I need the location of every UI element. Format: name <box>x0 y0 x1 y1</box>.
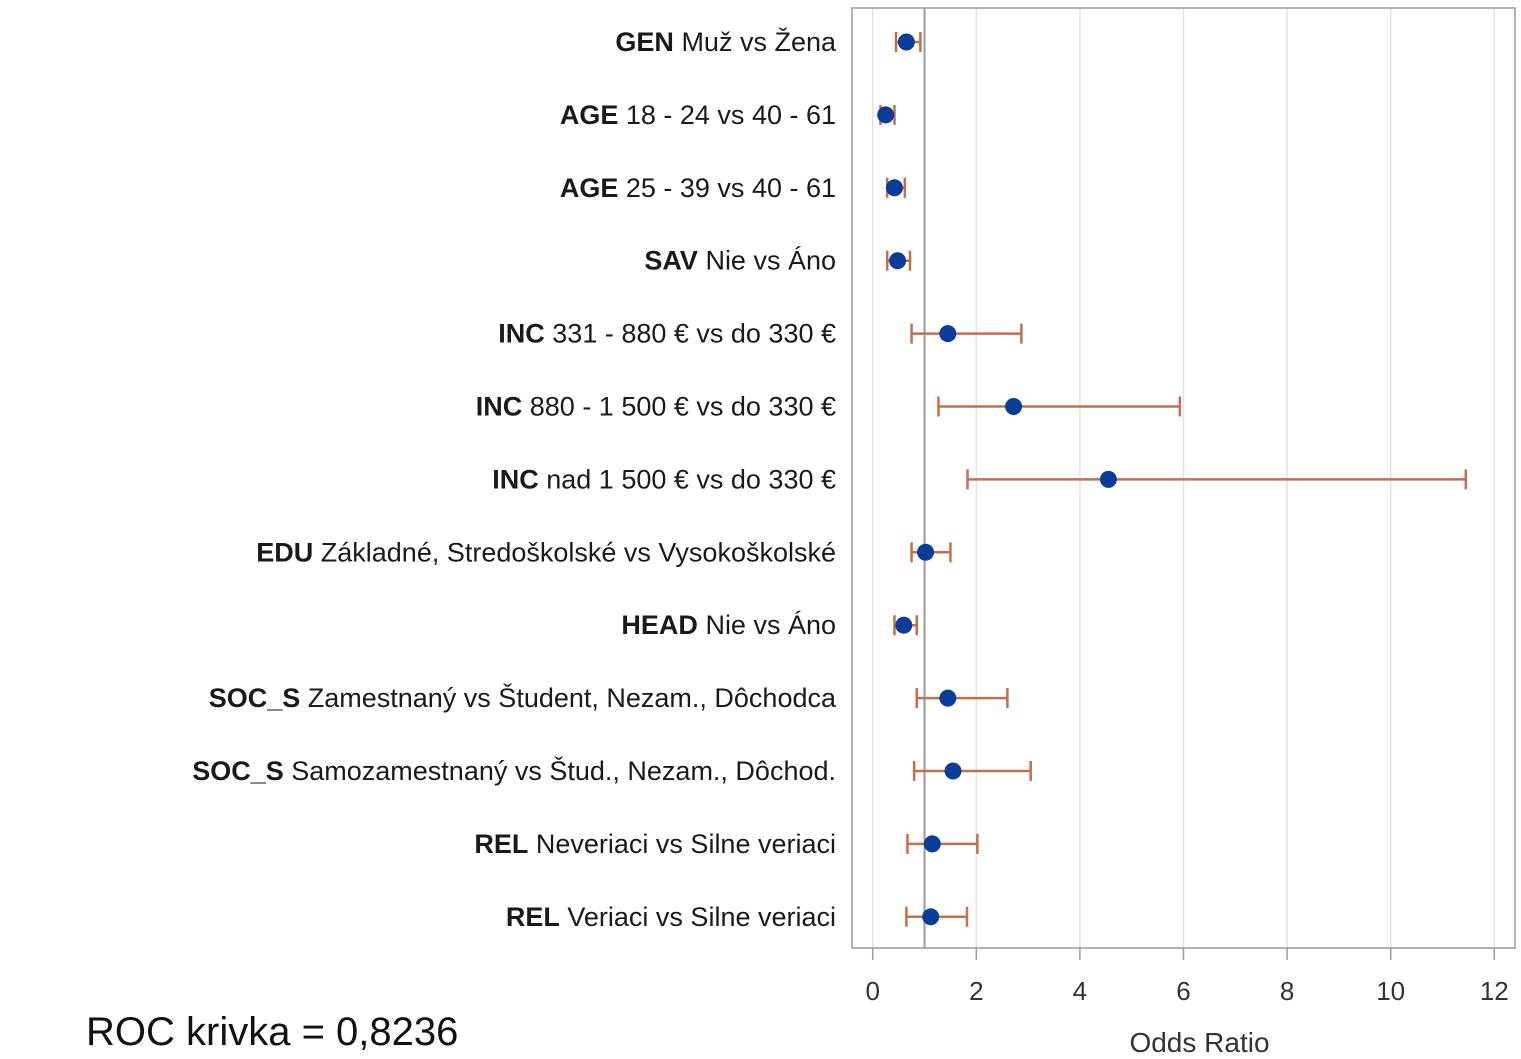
odds-ratio-point <box>895 616 913 634</box>
row-label: SOC_S Zamestnaný vs Študent, Nezam., Dôc… <box>209 682 837 713</box>
row-variable: SOC_S <box>209 683 301 713</box>
row-label: INC nad 1 500 € vs do 330 € <box>492 464 836 494</box>
row-label: GEN Muž vs Žena <box>615 26 837 57</box>
ci-bar <box>910 323 1023 344</box>
row-label: INC 880 - 1 500 € vs do 330 € <box>476 392 836 422</box>
row-comparison: 331 - 880 € vs do 330 € <box>545 319 836 349</box>
row-comparison: Muž vs Žena <box>674 26 837 57</box>
odds-ratio-point <box>1099 470 1117 488</box>
row-comparison: Veriaci vs Silne veriaci <box>560 902 836 932</box>
row-label: SAV Nie vs Áno <box>644 246 836 276</box>
x-tick-label: 4 <box>1073 976 1087 1006</box>
row-variable: SOC_S <box>192 756 284 786</box>
row-variable: GEN <box>615 27 674 57</box>
row-variable: EDU <box>256 537 313 567</box>
odds-ratio-points <box>877 33 1117 926</box>
odds-ratio-point <box>885 179 903 197</box>
x-tick-label: 6 <box>1176 976 1190 1006</box>
row-comparison: nad 1 500 € vs do 330 € <box>539 464 836 494</box>
ci-bar <box>966 469 1468 490</box>
ci-bar <box>915 688 1009 709</box>
row-variable: INC <box>476 392 523 422</box>
grid-lines <box>871 8 1496 948</box>
row-comparison: Zamestnaný vs Študent, Nezam., Dôchodca <box>300 682 837 713</box>
row-variable: INC <box>492 464 539 494</box>
odds-ratio-point <box>944 762 962 780</box>
row-label: REL Veriaci vs Silne veriaci <box>506 902 836 932</box>
x-tick-label: 12 <box>1480 976 1509 1006</box>
odds-ratio-point <box>889 252 907 270</box>
odds-ratio-point <box>922 908 940 926</box>
ci-bar <box>937 396 1182 417</box>
row-variable: HEAD <box>621 610 698 640</box>
row-comparison: 880 - 1 500 € vs do 330 € <box>522 392 836 422</box>
x-tick-label: 0 <box>865 976 879 1006</box>
row-comparison: 18 - 24 vs 40 - 61 <box>618 100 836 130</box>
row-comparison: Nie vs Áno <box>698 610 836 640</box>
row-comparison: Samozamestnaný vs Štud., Nezam., Dôchod. <box>284 755 836 786</box>
roc-value-text: ROC krivka = 0,8236 <box>86 1010 459 1054</box>
x-tick-label: 2 <box>969 976 983 1006</box>
row-comparison: Neveriaci vs Silne veriaci <box>528 829 836 859</box>
odds-ratio-point <box>897 33 915 51</box>
row-label: EDU Základné, Stredoškolské vs Vysokoško… <box>256 537 836 567</box>
row-comparison: Základné, Stredoškolské vs Vysokoškolské <box>313 537 836 567</box>
ci-bar <box>906 833 979 854</box>
row-comparison: Nie vs Áno <box>698 246 836 276</box>
odds-ratio-point <box>923 835 941 853</box>
x-axis-ticks: 0 2 4 6 8 10 12 <box>865 948 1509 1006</box>
x-axis-title: Odds Ratio <box>1129 1027 1269 1058</box>
row-variable: AGE <box>560 100 619 130</box>
row-label: HEAD Nie vs Áno <box>621 610 836 640</box>
x-tick-label: 8 <box>1280 976 1294 1006</box>
row-variable: SAV <box>644 246 698 276</box>
odds-ratio-point <box>939 689 957 707</box>
confidence-intervals <box>879 32 1468 927</box>
row-variable: AGE <box>560 173 619 203</box>
row-label: INC 331 - 880 € vs do 330 € <box>498 319 836 349</box>
row-label: AGE 25 - 39 vs 40 - 61 <box>560 173 836 203</box>
row-variable: REL <box>506 902 560 932</box>
x-tick-label: 10 <box>1376 976 1405 1006</box>
row-label: REL Neveriaci vs Silne veriaci <box>474 829 836 859</box>
ci-bar <box>912 761 1032 781</box>
odds-ratio-point <box>877 106 895 124</box>
odds-ratio-point <box>1005 398 1023 415</box>
row-variable: REL <box>474 829 528 859</box>
row-comparison: 25 - 39 vs 40 - 61 <box>618 173 836 203</box>
row-label: AGE 18 - 24 vs 40 - 61 <box>560 100 836 130</box>
row-variable: INC <box>498 319 545 349</box>
odds-ratio-point <box>939 325 957 343</box>
row-label: SOC_S Samozamestnaný vs Štud., Nezam., D… <box>192 755 836 786</box>
odds-ratio-point <box>917 543 935 561</box>
